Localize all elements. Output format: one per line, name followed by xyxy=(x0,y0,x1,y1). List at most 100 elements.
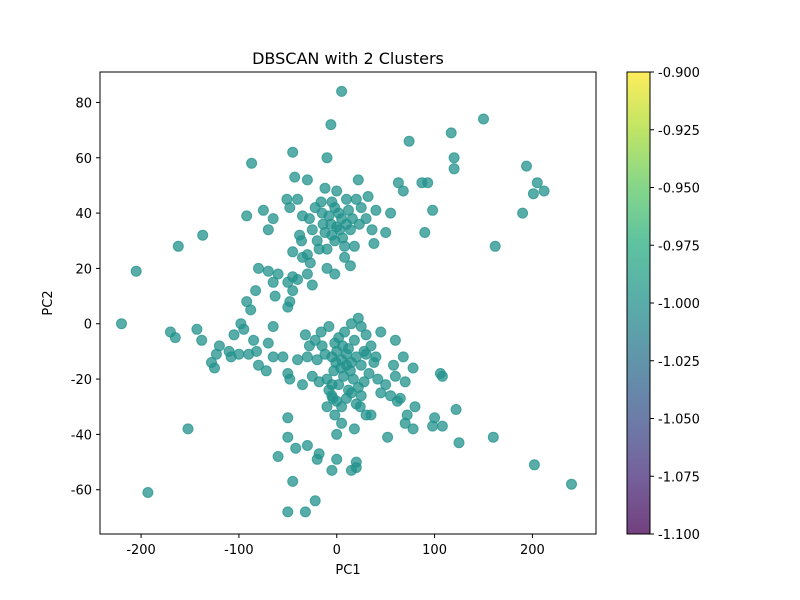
data-point xyxy=(348,334,360,346)
data-point xyxy=(331,453,343,465)
data-point xyxy=(250,285,262,297)
data-point xyxy=(301,440,313,451)
data-point xyxy=(262,224,274,236)
data-point xyxy=(345,387,357,399)
data-point xyxy=(290,442,302,454)
data-point xyxy=(365,409,377,421)
data-point xyxy=(304,257,316,269)
data-point xyxy=(282,301,294,313)
data-point xyxy=(245,304,257,316)
data-point xyxy=(355,321,367,332)
data-point xyxy=(315,196,327,208)
data-point xyxy=(399,376,411,388)
data-point xyxy=(350,193,362,205)
data-point xyxy=(336,85,348,97)
data-point xyxy=(282,431,294,443)
data-point xyxy=(339,240,351,252)
data-point xyxy=(427,420,439,432)
data-point xyxy=(448,163,460,175)
data-point xyxy=(319,182,331,194)
data-point xyxy=(339,251,351,263)
data-point xyxy=(299,329,311,341)
data-point xyxy=(296,235,307,247)
data-point xyxy=(355,202,367,214)
data-point xyxy=(325,119,337,131)
data-point xyxy=(329,202,341,214)
data-point xyxy=(521,160,532,172)
x-tick-label: 100 xyxy=(422,543,447,558)
y-axis-ticks: -60 -40 -20 0 20 40 60 80 xyxy=(71,96,100,499)
data-point xyxy=(331,428,343,440)
data-point xyxy=(348,423,360,435)
data-point xyxy=(360,213,372,225)
data-point xyxy=(316,340,328,352)
data-point xyxy=(260,365,272,377)
data-point xyxy=(445,127,457,139)
data-point xyxy=(267,321,279,332)
y-axis-label: PC2 xyxy=(41,290,56,315)
colorbar-tick-label: -0.950 xyxy=(658,182,700,197)
colorbar-tick-label: -1.000 xyxy=(658,297,700,312)
data-point xyxy=(287,285,299,297)
data-point xyxy=(246,157,258,169)
data-point xyxy=(375,326,387,338)
data-point xyxy=(277,351,289,363)
x-axis-ticks: -200 -100 0 100 200 xyxy=(126,534,545,558)
data-point xyxy=(253,262,264,274)
y-tick-label: 80 xyxy=(75,96,92,111)
data-point xyxy=(389,334,401,346)
data-point xyxy=(354,401,366,413)
data-point xyxy=(362,191,374,202)
data-point xyxy=(282,412,294,424)
data-point xyxy=(284,202,296,214)
data-point xyxy=(272,268,284,280)
data-point xyxy=(241,210,253,222)
data-point xyxy=(389,370,401,382)
data-point xyxy=(487,431,499,443)
data-point xyxy=(375,387,387,399)
data-point xyxy=(407,362,419,374)
data-point xyxy=(327,392,339,404)
data-point xyxy=(566,478,577,490)
data-point xyxy=(352,174,364,186)
data-point xyxy=(301,174,313,186)
data-point xyxy=(182,423,194,435)
data-point xyxy=(419,227,431,238)
data-point xyxy=(370,204,382,216)
data-point xyxy=(262,265,274,277)
data-point xyxy=(341,193,352,205)
data-point xyxy=(489,240,501,252)
data-point xyxy=(248,334,260,346)
colorbar-ticks: -0.900 -0.925 -0.950 -0.975 -1.000 -1.025 -1.0… xyxy=(650,66,700,543)
data-point xyxy=(403,135,415,147)
colorbar: -0.900 -0.925 -0.950 -0.975 -1.000 -1.025 -1.0… xyxy=(626,66,700,543)
data-point xyxy=(297,379,308,391)
data-point xyxy=(331,185,343,197)
data-point xyxy=(267,276,279,288)
data-point xyxy=(315,326,327,338)
data-point xyxy=(336,417,348,429)
data-point xyxy=(358,376,370,388)
data-point xyxy=(380,227,392,238)
data-point xyxy=(257,204,269,216)
x-tick-label: 200 xyxy=(520,543,545,558)
data-point xyxy=(130,265,142,277)
data-point xyxy=(321,243,333,255)
data-point xyxy=(299,506,311,518)
data-point xyxy=(282,506,294,518)
data-point xyxy=(301,351,313,363)
data-point xyxy=(253,359,264,371)
data-point xyxy=(538,185,550,197)
data-point xyxy=(329,235,341,247)
data-point xyxy=(422,177,434,189)
data-point xyxy=(272,451,284,462)
data-point xyxy=(336,401,348,413)
data-point xyxy=(360,329,372,341)
data-point xyxy=(436,370,448,382)
data-point xyxy=(303,340,315,352)
data-point xyxy=(191,323,203,335)
data-point xyxy=(287,246,299,258)
colorbar-tick-label: -1.075 xyxy=(658,470,700,485)
data-point xyxy=(339,326,351,338)
colorbar-tick-label: -1.025 xyxy=(658,355,700,370)
